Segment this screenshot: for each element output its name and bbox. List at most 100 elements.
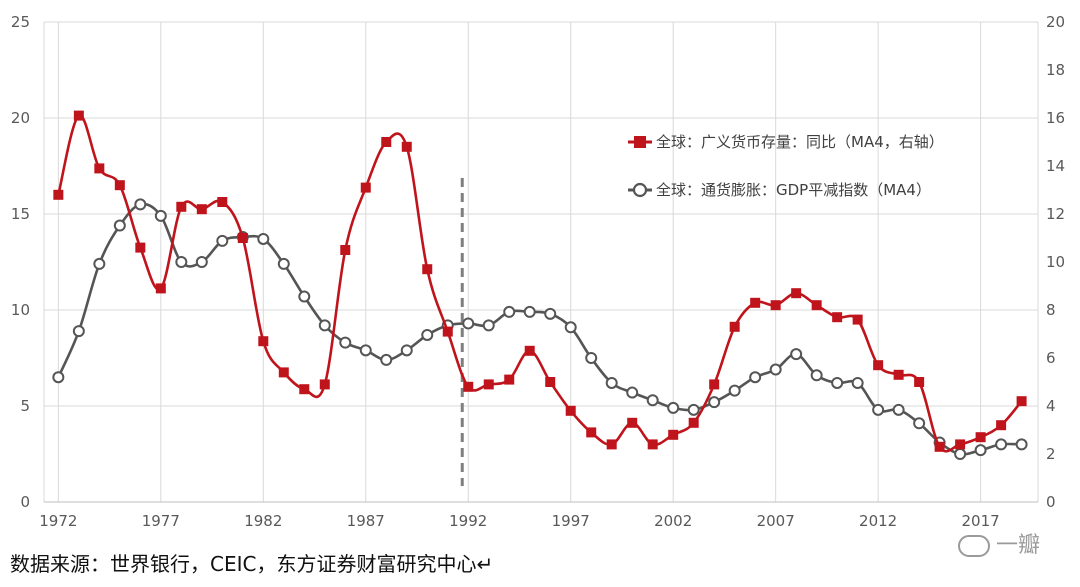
data-point-square [688,417,699,428]
legend-item-money: 全球：广义货币存量：同比（MA4，右轴） [628,133,944,151]
data-point-square [934,441,945,452]
data-point-circle [195,256,208,268]
data-point-square [401,141,412,152]
legend-label-inflation: 全球：通货膨胀：GDP平减指数（MA4） [656,181,931,199]
data-point-square [155,283,166,294]
data-point-circle [564,321,577,334]
legend: 全球：广义货币存量：同比（MA4，右轴） 全球：通货膨胀：GDP平减指数（MA4… [628,133,944,199]
data-point-circle [52,371,65,384]
data-point-circle [851,376,864,389]
x-tick-label: 2017 [962,512,1000,530]
data-point-circle [810,369,823,382]
data-point-square [319,379,330,390]
data-point-square [565,405,576,416]
data-point-circle [380,353,393,366]
data-point-circle [790,348,803,361]
data-point-circle [913,417,926,430]
legend-marker-inflation [632,182,648,198]
data-point-circle [318,319,331,332]
data-point-circle [134,198,147,211]
x-tick-label: 1982 [244,512,282,530]
data-point-circle [421,328,434,341]
x-tick-label: 1992 [449,512,487,530]
y-right-tick-label: 14 [1046,157,1065,175]
data-point-square [299,384,310,395]
x-tick-label: 1977 [142,512,180,530]
series-line [57,202,1022,456]
data-point-square [196,204,207,215]
y-left-tick-label: 25 [11,13,30,31]
series-money-supply [53,110,1027,453]
y-left-tick-label: 15 [11,205,30,223]
data-point-square [135,242,146,253]
data-point-square [893,369,904,380]
data-point-circle [216,234,229,247]
data-point-square [422,264,433,275]
data-point-circle [687,403,700,416]
y-right-tick-label: 16 [1046,109,1065,127]
x-tick-label: 2002 [654,512,692,530]
data-point-square [94,163,105,174]
y-right-tick-label: 6 [1046,349,1056,367]
data-point-circle [257,232,270,245]
x-tick-label: 1987 [347,512,385,530]
data-point-square [278,367,289,378]
data-point-square [914,377,925,387]
data-point-square [647,439,658,450]
data-point-square [709,379,720,390]
legend-marker-money [634,136,646,148]
data-point-square [53,189,64,200]
data-point-circle [1015,438,1028,451]
data-point-circle [831,376,844,389]
data-point-square [873,360,884,371]
data-point-circle [400,344,413,357]
data-point-circle [626,386,639,399]
data-point-circle [154,209,167,222]
data-point-circle [544,307,557,320]
data-point-circle [872,403,885,416]
chat-bubble-icon [958,535,990,557]
y-left-tick-label: 10 [11,301,30,319]
data-point-circle [93,257,106,270]
data-point-circle [728,384,741,397]
data-point-square [483,379,494,390]
data-point-square [606,439,617,450]
y-right-tick-label: 0 [1046,493,1056,511]
data-point-circle [974,444,987,457]
y-right-tick-label: 4 [1046,397,1056,415]
data-point-square [340,245,351,255]
data-point-square [750,297,761,308]
series-line [57,114,1023,453]
data-point-circle [769,363,782,376]
data-point-square [955,439,966,450]
data-point-square [524,345,535,356]
data-point-square [217,197,228,207]
data-point-circle [892,403,905,416]
data-point-circle [708,396,721,409]
y-right-tick-label: 10 [1046,253,1065,271]
x-tick-label: 1972 [39,512,77,530]
data-point-square [627,417,638,428]
y-right-tick-label: 20 [1046,13,1065,31]
data-point-square [504,374,515,385]
data-point-circle [646,394,659,407]
series-layer [52,110,1028,460]
data-point-square [442,326,453,337]
data-point-circle [359,344,372,357]
data-point-square [360,182,371,193]
data-point-square [668,429,679,440]
data-point-square [73,110,84,121]
data-point-circle [605,376,618,389]
data-point-square [852,314,863,325]
data-point-circle [113,219,126,232]
data-point-square [114,180,125,191]
data-point-circle [277,257,290,270]
data-point-circle [298,290,311,303]
data-point-square [996,420,1007,431]
series-inflation [52,198,1028,460]
data-point-circle [462,317,475,330]
y-right-tick-label: 18 [1046,61,1065,79]
x-tick-label: 2007 [757,512,795,530]
data-point-square [729,321,740,332]
